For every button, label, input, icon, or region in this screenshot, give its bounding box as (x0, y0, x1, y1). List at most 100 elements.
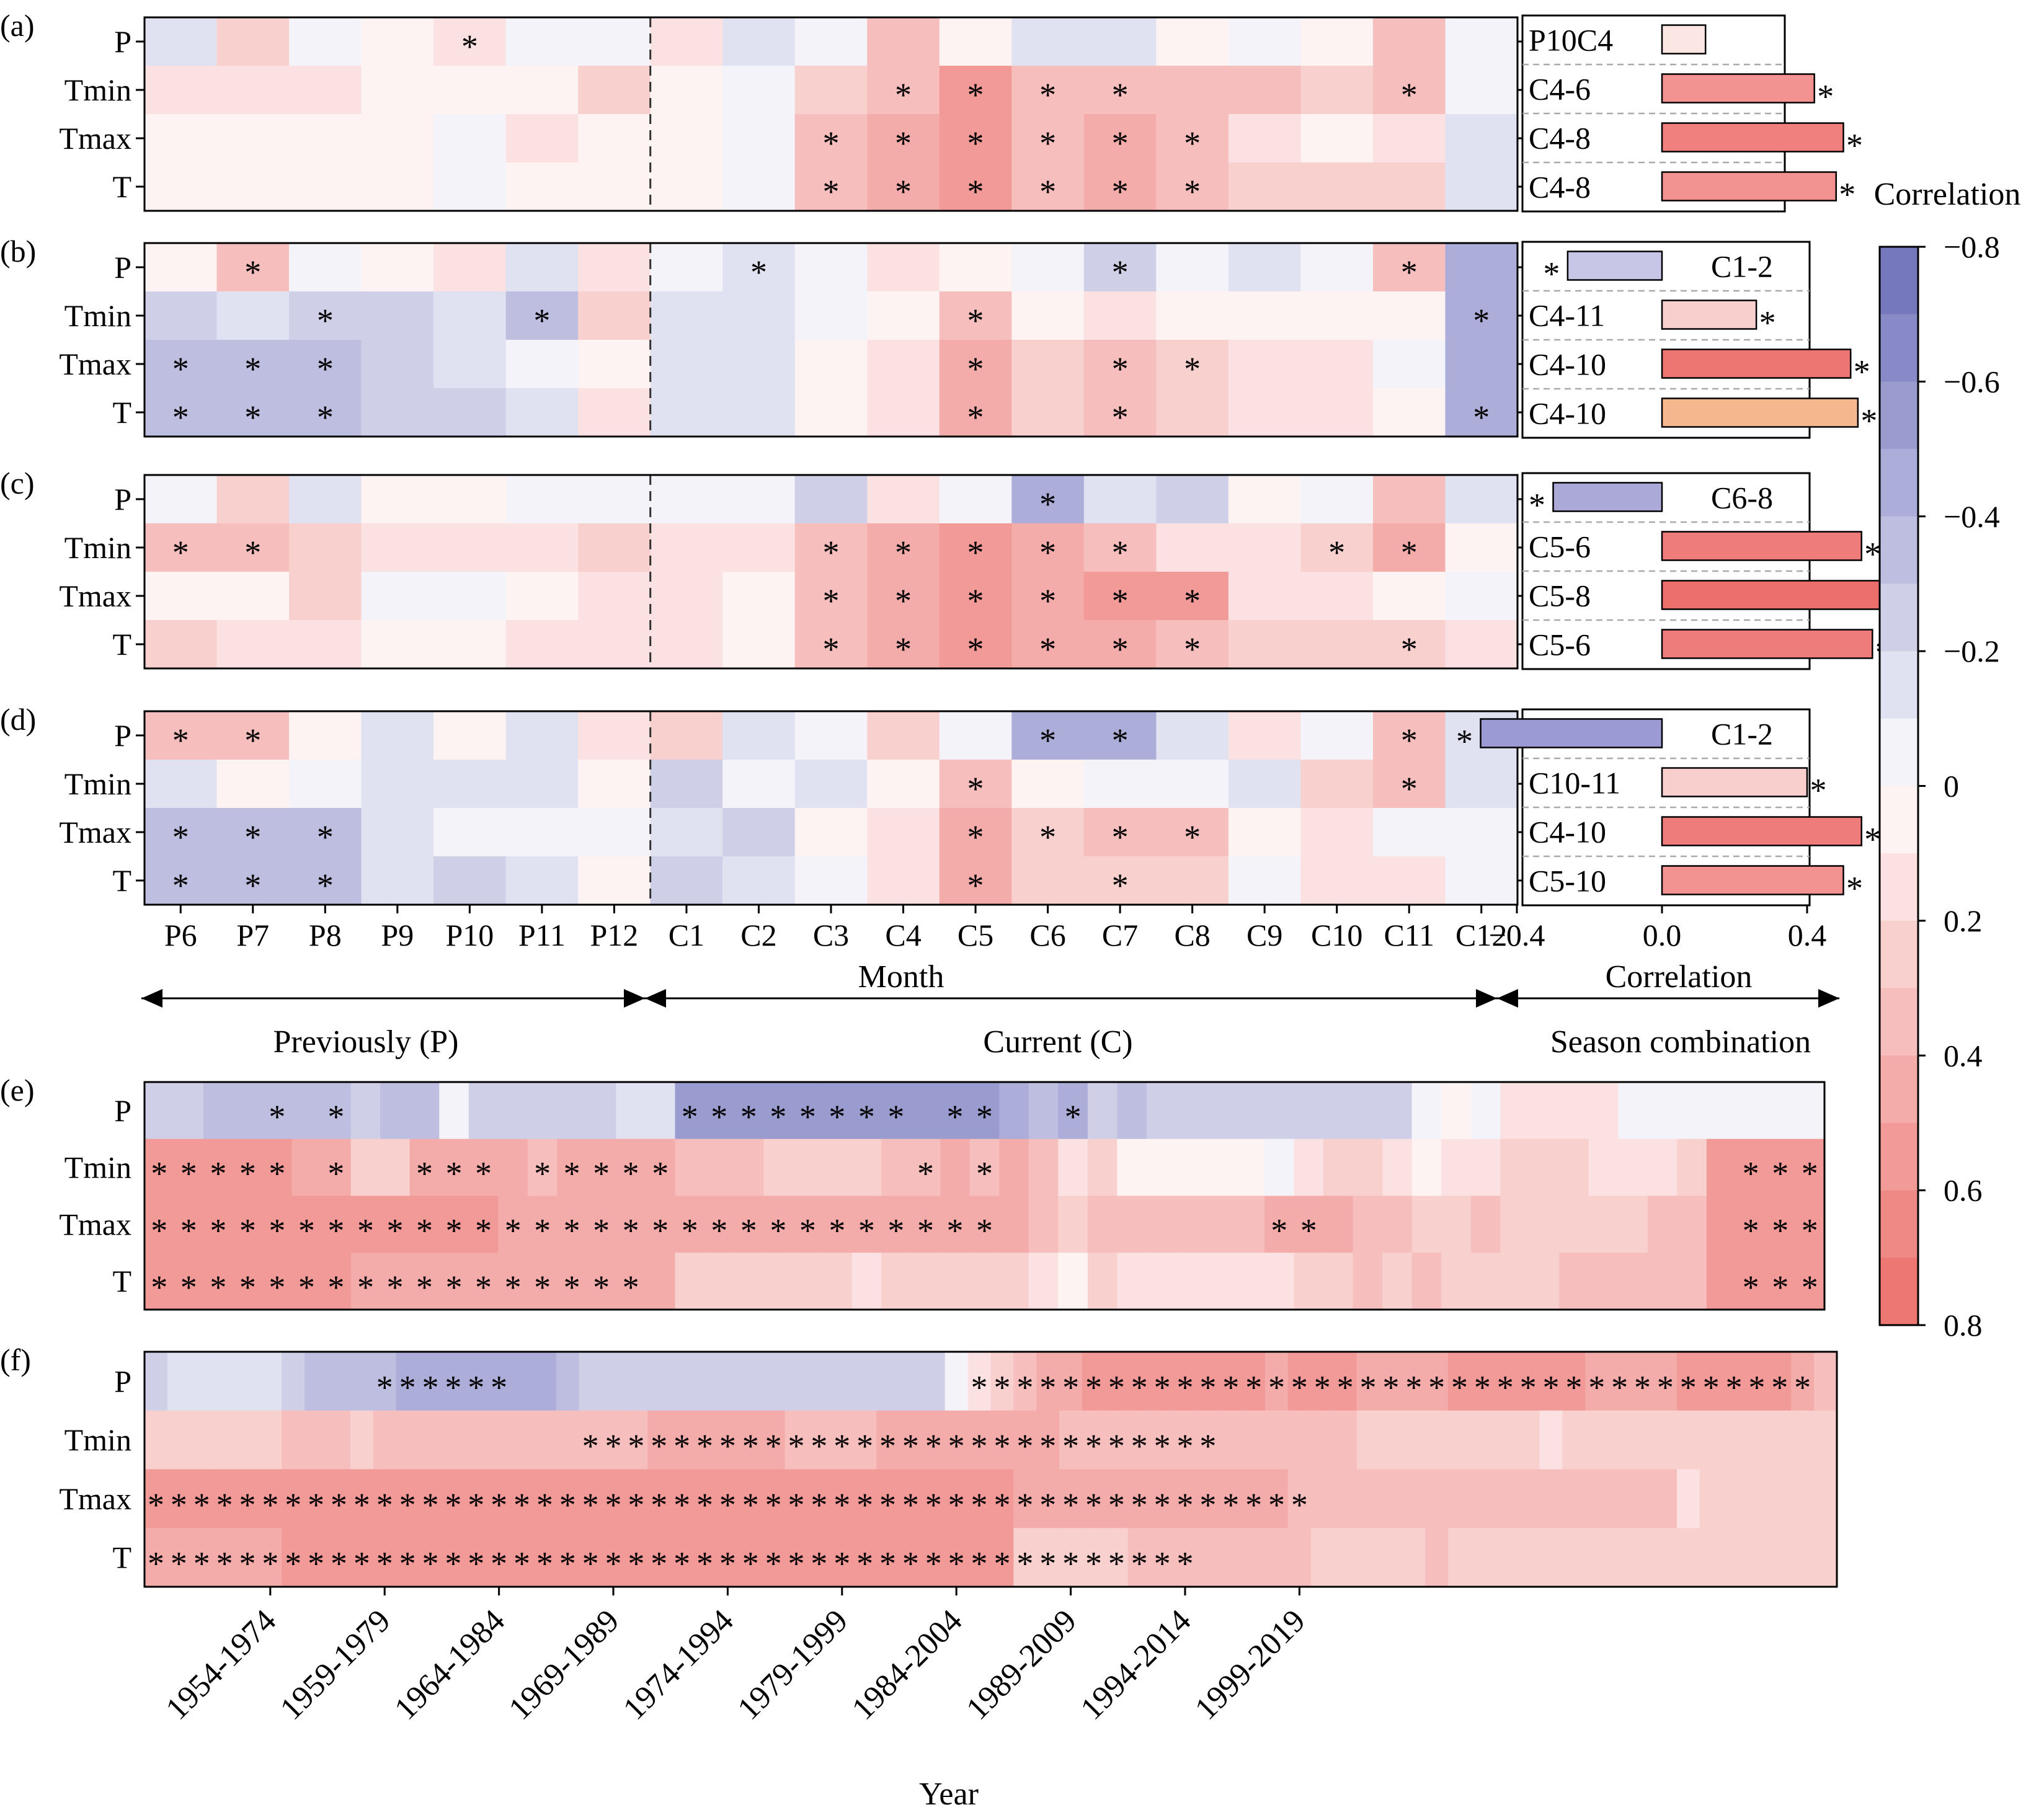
heatmap-cell (259, 1410, 282, 1470)
month-tick-label: C12 (1455, 918, 1507, 952)
heatmap-cell (910, 1196, 941, 1253)
heatmap-cell (1228, 291, 1302, 340)
significance-mark: * (446, 1155, 463, 1192)
panel-label: (e) (0, 1073, 35, 1107)
significance-mark: * (1131, 1427, 1148, 1465)
heatmap-cell (939, 114, 1012, 163)
significance-mark: * (719, 1486, 736, 1524)
heatmap-cell (1287, 1410, 1312, 1470)
colorbar-segment (1880, 449, 1918, 517)
heatmap-cell (468, 1082, 499, 1140)
heatmap-cell (647, 1410, 671, 1470)
significance-mark: * (967, 399, 984, 436)
heatmap-cell (1618, 1253, 1648, 1310)
heatmap-cell (1529, 1253, 1560, 1310)
heatmap-cell (1372, 162, 1446, 211)
significance-mark: * (148, 1545, 164, 1582)
heatmap-cell (203, 1253, 234, 1310)
significance-mark: * (308, 1545, 324, 1582)
heatmap-cell (1445, 760, 1518, 809)
heatmap-cell (433, 572, 507, 621)
heatmap-cell (289, 243, 362, 292)
significance-mark: * (1016, 1545, 1033, 1582)
heatmap-cell (203, 1138, 234, 1197)
heatmap-cell (1411, 1253, 1442, 1310)
year-tick-label: 1954-1974 (159, 1603, 283, 1727)
month-tick-label: P12 (590, 918, 639, 952)
significance-mark: * (895, 173, 912, 210)
colorbar-segment (1880, 718, 1918, 787)
significance-mark: * (151, 1212, 167, 1249)
heatmap-cell (1228, 17, 1302, 66)
heatmap-cell (433, 475, 507, 524)
heatmap-cell (851, 1196, 882, 1253)
heatmap-cell (144, 1082, 175, 1140)
significance-mark: * (946, 1098, 963, 1135)
heatmap-cell (867, 66, 940, 115)
heatmap-cell (784, 1410, 809, 1470)
heatmap-cell (645, 1253, 676, 1310)
heatmap-cell (1228, 475, 1302, 524)
heatmap-cell (578, 66, 651, 115)
significance-mark: * (1112, 722, 1129, 759)
heatmap-cell (1150, 1528, 1175, 1587)
significance-mark: * (833, 1427, 850, 1465)
heatmap-cell (1146, 1196, 1177, 1253)
heatmap-cell (396, 1410, 420, 1470)
month-tick-label: C6 (1029, 918, 1065, 952)
heatmap-cell (1647, 1138, 1677, 1197)
heatmap-cell (722, 856, 796, 905)
heatmap-cell (722, 291, 796, 340)
heatmap-cell (1310, 1352, 1335, 1411)
heatmap-cell (1287, 1528, 1312, 1587)
significance-mark: * (582, 1545, 599, 1582)
season-label: C1-2 (1711, 249, 1773, 284)
season-tick-label: −0.4 (1489, 918, 1545, 952)
heatmap-cell (867, 340, 940, 389)
season-panel-a: P10C4 C4-6 * C4-8 * C4-8 * (1521, 14, 1863, 213)
panel-frame (143, 474, 1519, 670)
season-label: C5-10 (1529, 864, 1606, 898)
heatmap-cell (807, 1469, 831, 1528)
significance-mark: * (829, 1098, 845, 1135)
heatmap-cell (433, 808, 507, 857)
heatmap-cell (174, 1138, 204, 1197)
significance-mark: * (1176, 1427, 1193, 1465)
heatmap-cell (1205, 1253, 1236, 1310)
significance-mark: * (445, 1545, 461, 1582)
colorbar: Correlation −0.8 −0.6 −0.4 −0.2 0 0.2 0.4 0.6 0.8 (1874, 177, 2021, 1342)
heatmap-cell (1104, 1469, 1129, 1528)
heatmap-cell (1445, 475, 1518, 524)
season-label: C10-11 (1529, 766, 1620, 801)
heatmap-cell (1058, 1138, 1088, 1197)
row-label: T (112, 863, 131, 898)
heatmap-cell (527, 1138, 558, 1197)
row-label: Tmax (59, 1207, 131, 1241)
heatmap-cell (556, 1410, 580, 1470)
heatmap-cell (1294, 1082, 1324, 1140)
heatmap-cell (1011, 114, 1085, 163)
significance-mark: * (742, 1427, 759, 1465)
heatmap-cell (739, 1352, 763, 1411)
heatmap-cell (939, 808, 1012, 857)
heatmap-cell (1588, 1253, 1619, 1310)
panel-frame (143, 242, 1519, 438)
heatmap-cell (327, 1469, 351, 1528)
heatmap-cell (910, 1082, 941, 1140)
significance-mark: * (582, 1427, 599, 1465)
heatmap-cell (464, 1410, 488, 1470)
heatmap-cell (533, 1528, 557, 1587)
significance-mark: * (948, 1545, 965, 1582)
significance-mark: * (331, 1486, 347, 1524)
heatmap-cell (867, 388, 940, 437)
heatmap-cell (144, 340, 218, 389)
heatmap-cell (822, 1138, 853, 1197)
heatmap-cell (722, 808, 796, 857)
significance-mark: * (1039, 534, 1056, 571)
significance-mark: * (1154, 1545, 1171, 1582)
heatmap-cell (999, 1082, 1029, 1140)
heatmap-cell (794, 711, 868, 760)
heatmap-cell (468, 1253, 499, 1310)
heatmap-cell (361, 114, 434, 163)
significance-mark: * (1154, 1486, 1171, 1524)
